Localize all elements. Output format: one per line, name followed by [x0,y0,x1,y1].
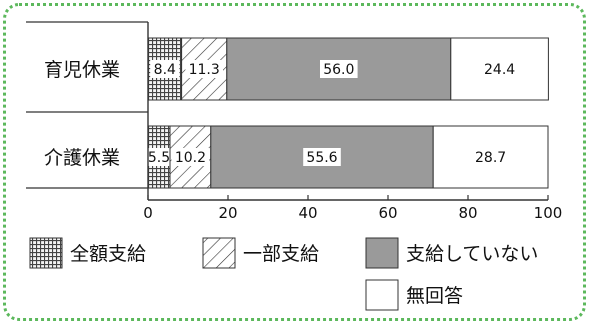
data-label-bg [150,60,180,78]
legend-swatch [365,279,399,311]
data-label: 28.7 [475,150,506,166]
data-label: 24.4 [484,62,515,78]
data-label: 10.2 [175,150,206,166]
data-label: 55.6 [306,150,337,166]
legend-swatch [29,237,63,269]
data-label-bg [171,148,210,166]
data-label: 8.4 [154,62,176,78]
data-label-bg [320,60,358,78]
x-tick-label: 80 [458,204,477,222]
x-tick-label: 0 [143,204,153,222]
legend-label: 無回答 [406,285,463,307]
x-tick-label: 100 [534,204,563,222]
legend-swatch [365,237,399,269]
data-label-bg [480,60,519,78]
data-label-bg [144,148,174,166]
data-label-bg [303,148,341,166]
data-label: 56.0 [323,62,354,78]
category-label: 育児休業 [44,59,120,81]
data-label: 11.3 [189,62,220,78]
x-tick-label: 40 [298,204,317,222]
data-label-bg [471,148,510,166]
x-tick-label: 60 [378,204,397,222]
chart-frame [3,3,586,321]
legend-label: 全額支給 [70,243,146,265]
data-label-bg [185,60,223,78]
legend-label: 支給していない [406,243,538,265]
x-tick-label: 20 [218,204,237,222]
data-label: 5.5 [148,150,170,166]
legend-swatch [202,237,236,269]
legend-label: 一部支給 [243,243,319,265]
category-label: 介護休業 [44,147,120,169]
